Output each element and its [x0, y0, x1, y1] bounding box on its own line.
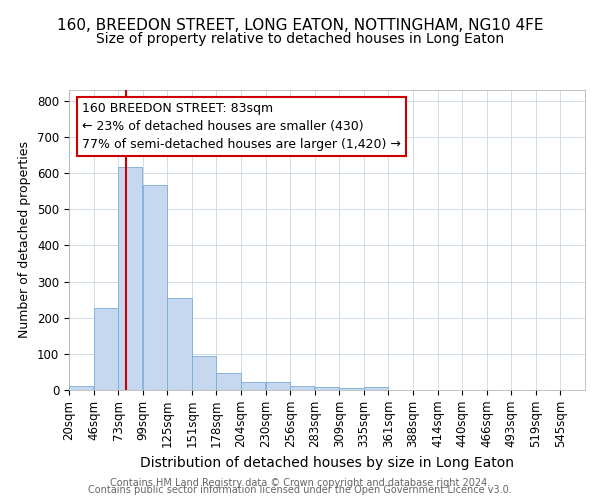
Bar: [290, 386, 314, 390]
Bar: [217, 372, 241, 390]
Bar: [143, 185, 167, 390]
Bar: [266, 382, 290, 390]
Bar: [192, 356, 216, 390]
Bar: [167, 298, 191, 390]
X-axis label: Distribution of detached houses by size in Long Eaton: Distribution of detached houses by size …: [140, 456, 514, 469]
Bar: [315, 388, 339, 390]
Bar: [364, 387, 388, 390]
Y-axis label: Number of detached properties: Number of detached properties: [19, 142, 31, 338]
Text: Size of property relative to detached houses in Long Eaton: Size of property relative to detached ho…: [96, 32, 504, 46]
Bar: [118, 166, 142, 390]
Bar: [69, 386, 94, 390]
Bar: [339, 388, 364, 390]
Bar: [241, 382, 265, 390]
Bar: [94, 308, 118, 390]
Text: 160, BREEDON STREET, LONG EATON, NOTTINGHAM, NG10 4FE: 160, BREEDON STREET, LONG EATON, NOTTING…: [57, 18, 543, 32]
Text: Contains HM Land Registry data © Crown copyright and database right 2024.: Contains HM Land Registry data © Crown c…: [110, 478, 490, 488]
Text: 160 BREEDON STREET: 83sqm
← 23% of detached houses are smaller (430)
77% of semi: 160 BREEDON STREET: 83sqm ← 23% of detac…: [82, 102, 401, 151]
Text: Contains public sector information licensed under the Open Government Licence v3: Contains public sector information licen…: [88, 485, 512, 495]
